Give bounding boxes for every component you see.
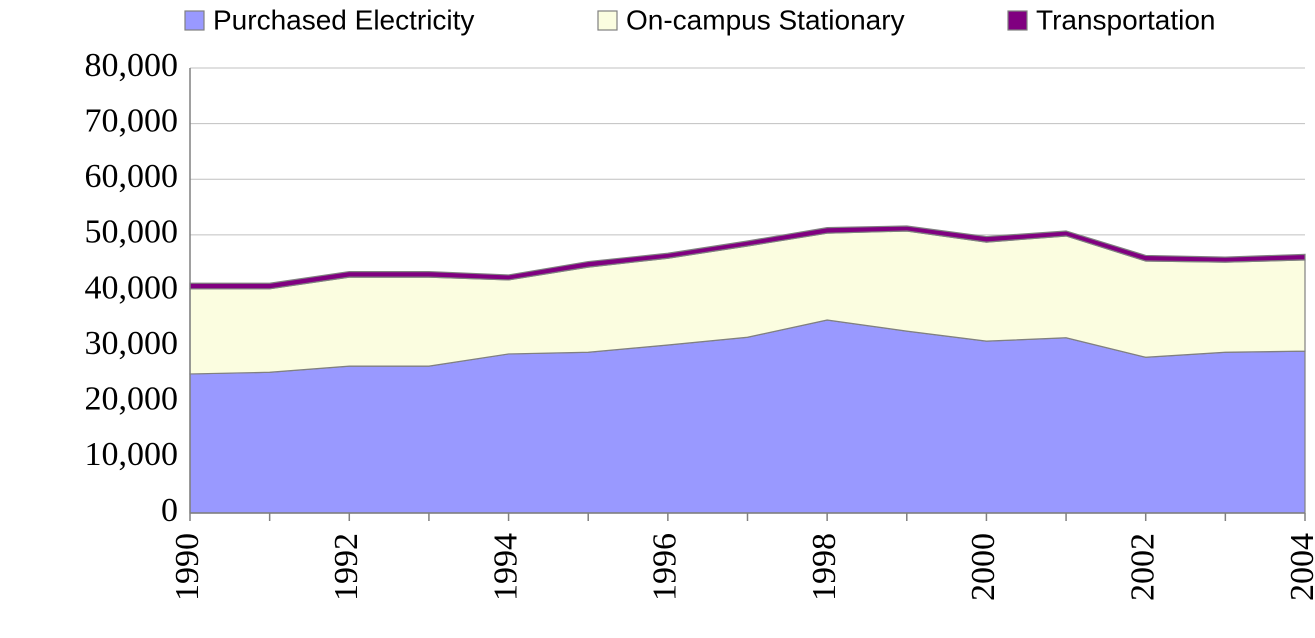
x-tick-label: 1990 bbox=[169, 533, 206, 601]
x-tick-label: 1992 bbox=[328, 533, 365, 601]
x-tick-label: 1996 bbox=[647, 533, 684, 601]
y-tick-label: 20,000 bbox=[85, 381, 179, 418]
y-tick-label: 0 bbox=[161, 492, 178, 529]
y-tick-label: 50,000 bbox=[85, 214, 179, 251]
legend-swatch bbox=[1007, 10, 1028, 31]
area bbox=[189, 225, 1306, 290]
y-tick-label: 40,000 bbox=[85, 269, 179, 306]
y-tick-label: 10,000 bbox=[85, 436, 179, 473]
legend-label: Purchased Electricity bbox=[213, 4, 474, 35]
legend-label: Transportation bbox=[1036, 4, 1216, 35]
x-tick-label: 1994 bbox=[487, 533, 524, 601]
y-tick-label: 70,000 bbox=[85, 102, 179, 139]
x-tick-label: 2004 bbox=[1284, 533, 1315, 601]
legend-swatch bbox=[184, 10, 205, 31]
x-tick-label: 2000 bbox=[965, 533, 1002, 601]
y-tick-label: 30,000 bbox=[85, 325, 179, 362]
y-tick-label: 80,000 bbox=[85, 47, 179, 84]
x-tick-label: 2002 bbox=[1125, 533, 1162, 601]
legend-label: On-campus Stationary bbox=[626, 4, 905, 35]
legend-swatch bbox=[597, 10, 618, 31]
y-tick-label: 60,000 bbox=[85, 158, 179, 195]
x-tick-label: 1998 bbox=[806, 533, 843, 601]
